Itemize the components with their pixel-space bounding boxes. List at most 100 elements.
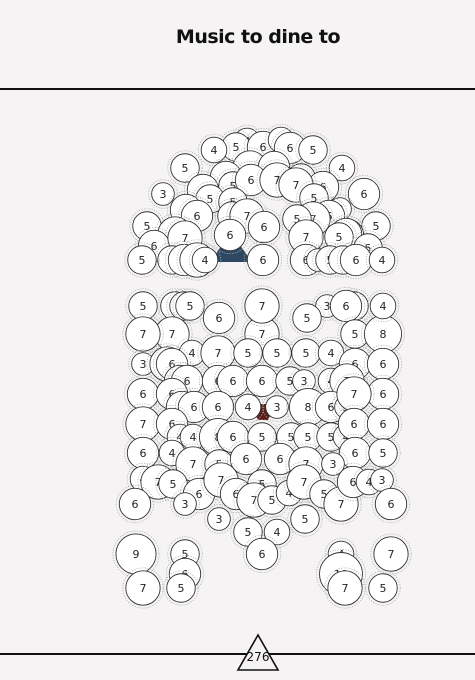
bubble: 3 <box>318 449 348 479</box>
bubble-label: 5 <box>288 431 295 444</box>
bubble-circle <box>202 301 236 335</box>
bubble-label: 6 <box>196 488 203 501</box>
bubble-label: 7 <box>182 232 189 245</box>
page-number-badge: 276 <box>234 633 282 673</box>
bubble-label: 6 <box>351 418 358 431</box>
bubble: 4 <box>366 289 400 323</box>
bubble-label: 3 <box>182 498 189 511</box>
bubble: 6 <box>326 286 366 326</box>
bubble: 6 <box>363 344 403 384</box>
bubble-label: 6 <box>230 431 237 444</box>
bubble-label: 7 <box>259 300 266 313</box>
bubble-label: 7 <box>342 582 349 595</box>
bubble-halo <box>170 489 200 519</box>
bubble-label: 7 <box>303 231 310 244</box>
bubble-label: 7 <box>140 582 147 595</box>
bubble-halo <box>210 215 250 255</box>
bubble-label: 7 <box>140 418 147 431</box>
bubble-circle <box>246 243 280 277</box>
bubble-label: 4 <box>190 431 197 444</box>
bubble: 5 <box>365 570 401 606</box>
bubble-halo <box>242 534 282 574</box>
bubble-circle <box>374 487 408 521</box>
bubble-label: 5 <box>274 347 281 360</box>
bubble-circle <box>327 570 363 606</box>
bubble-label: 7 <box>169 328 176 341</box>
bubble-label: 4 <box>328 347 335 360</box>
bubble: 3 <box>204 504 234 534</box>
bubble-label: 7 <box>251 494 258 507</box>
bubble-label: 6 <box>215 401 222 414</box>
bubble-label: 4 <box>189 347 196 360</box>
triangle-icon <box>236 633 280 671</box>
bubble-label: 6 <box>227 229 234 242</box>
bubble-halo <box>115 484 155 524</box>
bubble-halo <box>324 537 358 571</box>
bubble: 4 <box>231 390 265 424</box>
bubble: 6 <box>363 404 403 444</box>
bubble-label: 6 <box>233 488 240 501</box>
bubble: 7 <box>324 567 366 609</box>
bubble-label: 6 <box>352 447 359 460</box>
bubble-halo <box>188 243 222 277</box>
bubble-circle <box>151 182 175 206</box>
bubble-circle <box>200 136 228 164</box>
bubble-label: 6 <box>132 498 139 511</box>
bubble-label: 6 <box>260 254 267 267</box>
bubble: 6 <box>344 174 384 214</box>
bubble: 4 <box>365 243 399 277</box>
bubble: 5 <box>289 300 325 336</box>
bubble-halo <box>241 285 283 327</box>
bubble: 5 <box>259 335 295 371</box>
bubble-label: 6 <box>328 401 335 414</box>
bubble-label: 5 <box>233 141 240 154</box>
bubble-circle <box>373 536 409 572</box>
bubble-halo <box>344 174 384 214</box>
bubble-label: 6 <box>151 240 158 253</box>
bubble-halo <box>325 151 359 185</box>
bubble-label: 5 <box>311 192 318 205</box>
bubble-halo <box>124 242 160 278</box>
bubble-circle <box>125 570 161 606</box>
bubble-label: 5 <box>302 513 309 526</box>
bubble-label: 5 <box>170 478 177 491</box>
bubble-label: 3 <box>274 401 281 414</box>
bubble-label: 4 <box>286 487 293 500</box>
bubble-label: 6 <box>261 221 268 234</box>
bubble-circle <box>233 338 263 368</box>
bubble: 4 <box>325 151 359 185</box>
bubble-label: 6 <box>248 174 255 187</box>
bubble-label: 5 <box>352 328 359 341</box>
bubble-label: 4 <box>169 447 176 460</box>
bubble-label: 6 <box>259 548 266 561</box>
bubble-label: 5 <box>140 300 147 313</box>
bubble: 7 <box>370 533 412 575</box>
bubble-label: 6 <box>277 453 284 466</box>
bubble-label: 4 <box>202 254 209 267</box>
bubble-label: 6 <box>343 300 350 313</box>
bubble-label: 7 <box>259 328 266 341</box>
bubble: 5 <box>163 570 199 606</box>
bubble-circle <box>247 210 281 244</box>
bubble: 6 <box>371 484 411 524</box>
bubble-label: 5 <box>139 254 146 267</box>
bubble-circle <box>263 518 291 546</box>
page-number: 276 <box>246 650 270 664</box>
bubble-halo <box>365 570 401 606</box>
bubble-label: 6 <box>353 254 360 267</box>
bubble-halo <box>264 123 298 157</box>
bubble-circle <box>244 288 280 324</box>
bubble-label: 7 <box>301 476 308 489</box>
bubble-label: 5 <box>230 180 237 193</box>
bubble-halo <box>231 390 265 424</box>
bubble-circle <box>298 135 328 165</box>
bubble-halo <box>197 133 231 167</box>
bubble-label: 5 <box>182 548 189 561</box>
bubble-circle <box>265 395 289 419</box>
bubble-label: 5 <box>303 347 310 360</box>
bubble-label: 7 <box>244 210 251 223</box>
bubble-label: 6 <box>361 188 368 201</box>
bubble: 6 <box>243 240 283 280</box>
bubble: 5 <box>358 208 394 244</box>
